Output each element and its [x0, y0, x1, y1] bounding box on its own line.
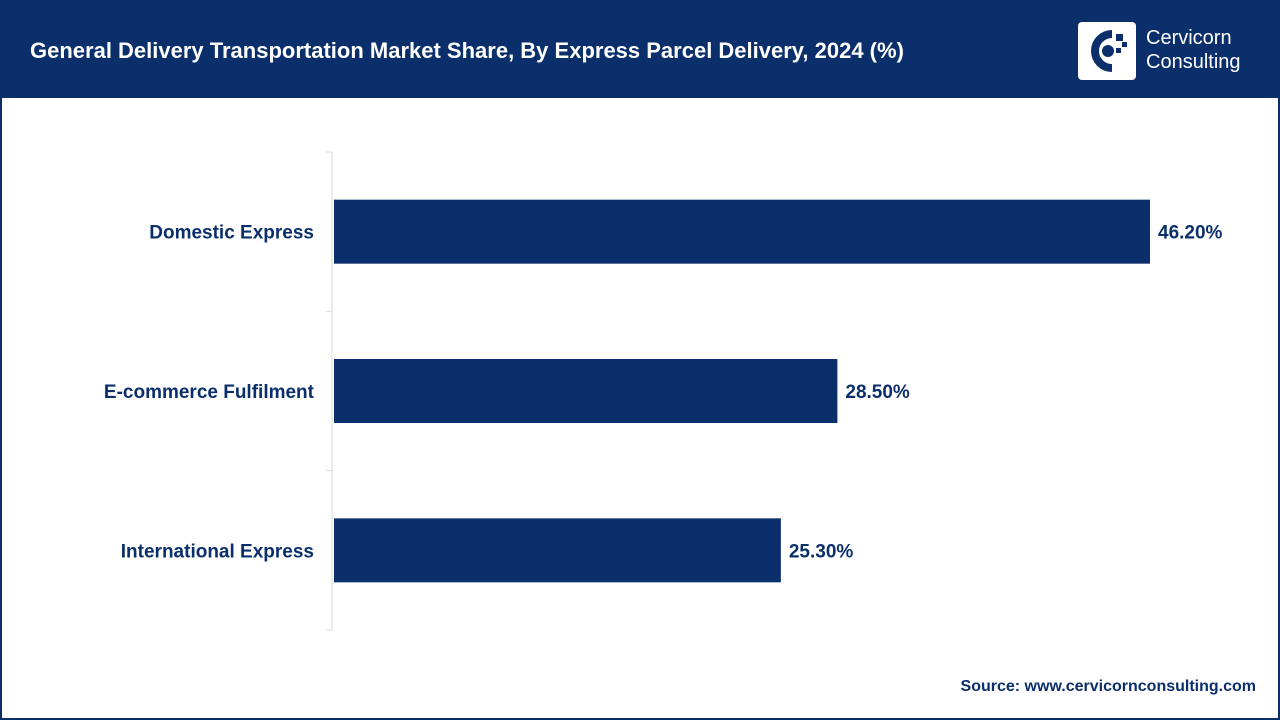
data-label: 46.20%	[1158, 223, 1223, 244]
logo-line-1: Cervicorn	[1146, 27, 1232, 49]
logo-line-2: Consulting	[1146, 51, 1241, 73]
bar-1	[334, 199, 1150, 264]
data-label: 28.50%	[845, 382, 910, 403]
logo-mark-icon	[1078, 22, 1136, 80]
category-label: Domestic Express	[149, 223, 314, 244]
company-logo: Cervicorn Consulting	[1078, 22, 1268, 82]
data-label: 25.30%	[789, 541, 854, 562]
category-label: International Express	[121, 541, 314, 562]
logo-text: Cervicorn Consulting	[1146, 26, 1241, 74]
bar-2	[334, 359, 838, 423]
header-bar: General Delivery Transportation Market S…	[2, 2, 1278, 98]
bar-3	[334, 518, 781, 583]
category-label: E-commerce Fulfilment	[104, 382, 315, 403]
source-note: Source: www.cervicornconsulting.com	[960, 678, 1256, 695]
chart-title: General Delivery Transportation Market S…	[30, 38, 904, 63]
